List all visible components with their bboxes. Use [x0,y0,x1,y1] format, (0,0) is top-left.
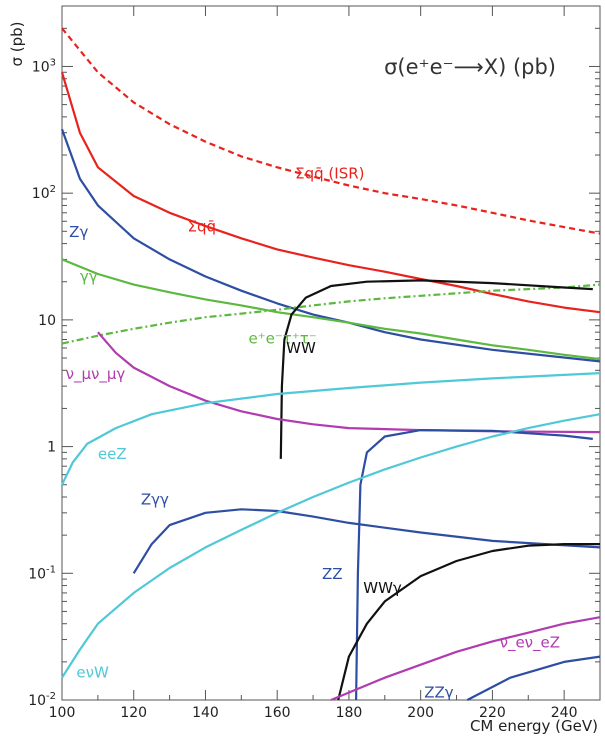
y-tick-label: 10-1 [28,564,56,582]
series-line-eez [61,372,601,486]
series-line-z [60,128,601,363]
x-tick-label: 220 [479,705,506,721]
series-line-ww [337,543,600,701]
series-line-series [61,258,601,361]
series-label-series: ν_μν_μγ [66,365,126,384]
series-line-zz [355,429,593,701]
series-label-qq-isr: Σqq̄ (ISR) [295,165,364,183]
y-tick-label: 102 [32,184,56,202]
series-label-e-e: e⁺e⁻τ⁺τ⁻ [249,330,317,348]
y-tick-label: 1 [47,440,56,456]
series-label-zz: ZZγ [424,683,454,701]
series-line-e-w [61,413,601,679]
series-line-zz [466,655,601,701]
y-tick-label: 103 [32,57,56,75]
x-tick-label: 100 [49,705,76,721]
y-axis-label: σ (pb) [8,21,26,66]
series-label-z: Zγγ [141,490,169,508]
series-label-zz: ZZ [322,565,343,583]
series-line-e-e [61,283,601,345]
x-tick-label: 120 [120,705,147,721]
series-line-qq [60,71,601,314]
y-tick-label: 10 [38,313,56,329]
x-tick-label: 240 [551,705,578,721]
series-line-e-ez [330,616,601,702]
series-line-qq-isr [61,27,601,235]
series-label-ww: WWγ [363,579,402,597]
series-label-z: Zγ [69,223,88,241]
chart-title: σ(e⁺e⁻⟶X) (pb) [384,55,556,79]
x-axis-label: CM energy (GeV) [470,717,598,735]
series-label-e-ez: ν_eν_eZ [500,633,561,652]
series-label-eez: eeZ [98,445,127,463]
series-line-series [97,331,601,434]
x-tick-label: 200 [407,705,434,721]
series-label-e-w: eνW [76,664,109,682]
series-line-ww [279,279,593,459]
series-label-qq: Σqq̄ [188,217,217,235]
x-tick-label: 140 [192,705,219,721]
series-label-series: γγ [80,268,98,286]
series-label-ww: WW [286,339,316,357]
series-line-z [132,508,601,574]
x-tick-label: 160 [264,705,291,721]
y-tick-label: 10-2 [28,691,56,709]
x-tick-label: 180 [336,705,363,721]
